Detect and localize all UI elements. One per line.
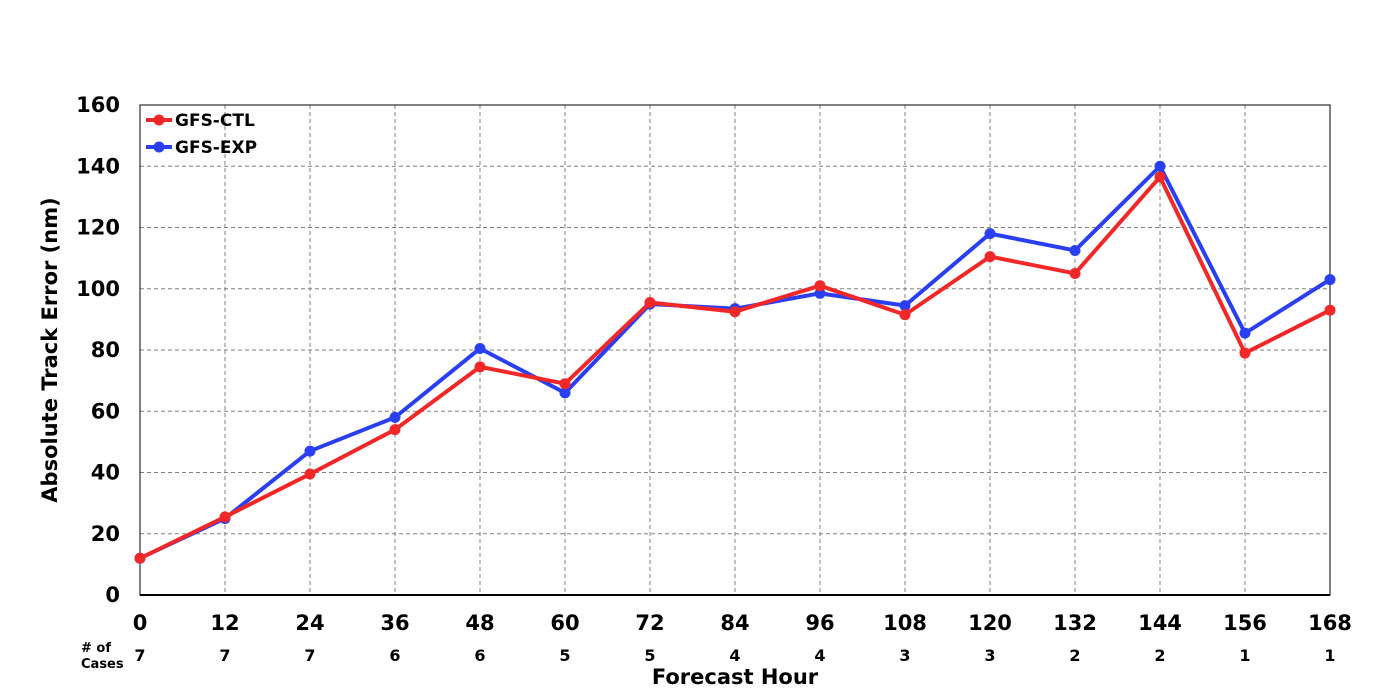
y-tick-label: 60 (91, 399, 120, 423)
x-tick-label: 24 (295, 611, 324, 635)
x-tick-label: 36 (380, 611, 409, 635)
data-point (1069, 244, 1081, 256)
case-count-label: 5 (559, 646, 570, 665)
axis-ticks: 0204060801001201401600712724736648660572… (76, 93, 1352, 665)
data-point (1324, 274, 1336, 286)
legend-item: GFS-EXP (146, 138, 257, 158)
x-tick-label: 108 (883, 611, 927, 635)
legend-label: GFS-EXP (175, 138, 257, 158)
cases-header-line1: # of (81, 641, 111, 656)
data-point (389, 411, 401, 423)
legend-label: GFS-CTL (175, 111, 255, 131)
x-tick-label: 60 (550, 611, 579, 635)
case-count-label: 2 (1154, 646, 1165, 665)
y-tick-label: 0 (105, 583, 120, 607)
data-point (984, 251, 996, 263)
data-point (1154, 160, 1166, 172)
x-tick-label: 84 (720, 611, 749, 635)
data-point (1239, 327, 1251, 339)
cases-header-line2: Cases (81, 657, 124, 672)
x-tick-label: 132 (1053, 611, 1097, 635)
case-count-label: 1 (1324, 646, 1335, 665)
y-tick-label: 40 (91, 461, 120, 485)
legend-item: GFS-CTL (146, 111, 255, 131)
data-point (729, 306, 741, 318)
case-count-label: 5 (644, 646, 655, 665)
series-layer (134, 160, 1336, 564)
x-tick-label: 0 (133, 611, 148, 635)
case-count-label: 7 (134, 646, 145, 665)
x-tick-label: 96 (805, 611, 834, 635)
data-point (559, 378, 571, 390)
data-point (1239, 347, 1251, 359)
legend-swatch-marker (153, 141, 165, 153)
case-count-label: 7 (304, 646, 315, 665)
y-tick-label: 20 (91, 522, 120, 546)
x-tick-label: 168 (1308, 611, 1352, 635)
x-axis-title: Forecast Hour (652, 665, 819, 689)
case-count-label: 3 (984, 646, 995, 665)
x-tick-label: 120 (968, 611, 1012, 635)
legend: GFS-CTL GFS-EXP (146, 111, 257, 158)
series-gfs-ctl (134, 171, 1336, 564)
x-tick-label: 48 (465, 611, 494, 635)
data-point (304, 468, 316, 480)
data-point (389, 424, 401, 436)
data-point (474, 361, 486, 373)
x-tick-label: 12 (210, 611, 239, 635)
y-axis-title: Absolute Track Error (nm) (38, 197, 62, 502)
data-point (1069, 267, 1081, 279)
case-count-label: 2 (1069, 646, 1080, 665)
y-tick-label: 80 (91, 338, 120, 362)
data-point (134, 552, 146, 564)
y-tick-label: 140 (76, 154, 120, 178)
grid-lines (140, 105, 1330, 595)
data-point (304, 445, 316, 457)
data-point (1324, 304, 1336, 316)
series-gfs-exp (134, 160, 1336, 564)
data-point (814, 280, 826, 292)
y-tick-label: 120 (76, 216, 120, 240)
legend-swatch-marker (153, 114, 165, 126)
data-point (899, 300, 911, 312)
case-count-label: 7 (219, 646, 230, 665)
data-point (984, 228, 996, 240)
case-count-label: 1 (1239, 646, 1250, 665)
x-tick-label: 156 (1223, 611, 1267, 635)
case-count-label: 4 (814, 646, 825, 665)
y-tick-label: 160 (76, 93, 120, 117)
case-count-label: 4 (729, 646, 740, 665)
data-point (644, 297, 656, 309)
y-tick-label: 100 (76, 277, 120, 301)
data-point (899, 309, 911, 321)
case-count-label: 3 (899, 646, 910, 665)
data-point (219, 511, 231, 523)
x-tick-label: 72 (635, 611, 664, 635)
case-count-label: 6 (389, 646, 400, 665)
data-point (1154, 171, 1166, 183)
data-point (814, 287, 826, 299)
data-point (474, 342, 486, 354)
data-point (559, 387, 571, 399)
x-tick-label: 144 (1138, 611, 1182, 635)
case-count-label: 6 (474, 646, 485, 665)
